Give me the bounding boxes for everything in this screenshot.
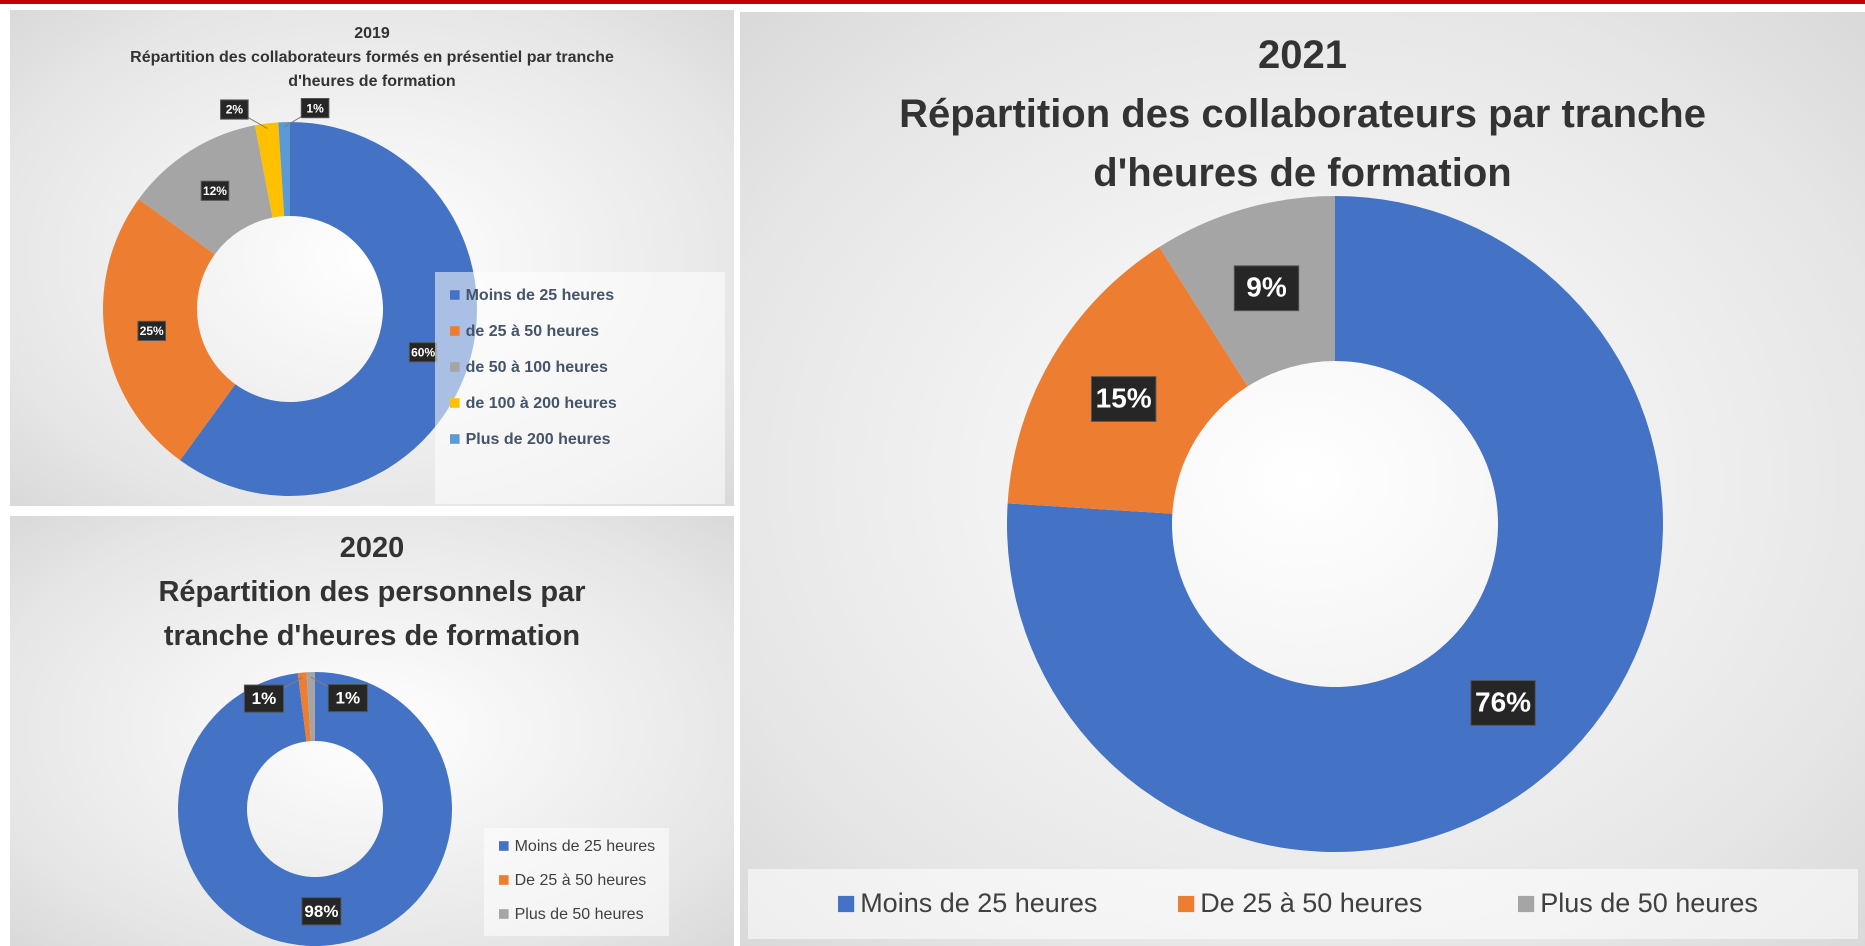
data-label-box (300, 97, 330, 119)
donut-slice (103, 199, 236, 461)
legend-swatch (450, 290, 460, 300)
data-label: 15% (1096, 382, 1152, 413)
chart-title: 2020 (339, 532, 405, 564)
legend-swatch (838, 895, 855, 913)
chart: 76% 15% 9% Moins de 25 heures De 25 à 50 heu… (748, 196, 1858, 939)
donut-slice (254, 122, 285, 218)
legend-box (484, 828, 669, 936)
panel-2019: 2019 Répartition des collaborateurs form… (10, 10, 734, 506)
legend-label: Moins de 25 heures (466, 287, 615, 304)
legend-swatch (450, 434, 460, 444)
data-label: 9% (1246, 272, 1287, 303)
chart-subtitle: Répartition des personnels par tranche d… (158, 576, 586, 652)
legend-label: de 25 à 50 heures (466, 323, 600, 340)
data-label: 2% (226, 103, 244, 117)
donut-slice (180, 122, 477, 496)
data-label-box (137, 320, 167, 342)
data-label: 60% (411, 345, 435, 359)
data-label-box (1090, 376, 1157, 422)
data-label-box (243, 684, 285, 713)
legend-swatch (499, 875, 509, 885)
legend-swatch (450, 398, 460, 408)
donut-slice (306, 672, 315, 742)
donut-slice (297, 672, 311, 742)
data-label: 76% (1475, 686, 1531, 717)
chart-subtitle: Répartition des collaborateurs par tranc… (899, 92, 1706, 195)
legend-label: Moins de 25 heures (515, 838, 656, 855)
chart-title: 2019 (354, 25, 390, 42)
chart-title: 2021 (1258, 33, 1347, 77)
data-label: 25% (140, 324, 164, 338)
legend-box (435, 272, 725, 504)
panel-2020: 2020 Répartition des personnels par tran… (10, 516, 734, 946)
data-label: 1% (306, 101, 324, 115)
panel-2021: 2021 Répartition des collaborateurs par … (740, 12, 1865, 946)
legend-label: Plus de 50 heures (515, 906, 644, 923)
donut-slice (178, 672, 452, 946)
chart-subtitle: Répartition des collaborateurs formés en… (130, 49, 614, 90)
legend-label: De 25 à 50 heures (515, 872, 647, 889)
legend-swatch (499, 841, 509, 851)
legend-swatch (450, 362, 460, 372)
legend-label: Plus de 200 heures (466, 431, 611, 448)
donut-slice (278, 122, 290, 217)
legend-box (748, 869, 1858, 939)
data-label-box (220, 99, 249, 120)
data-label-box (1233, 265, 1300, 312)
chart: 60% 25% 12% 2% 1% Moins de 25 heures de 25 à 5… (103, 97, 725, 504)
data-label-box (327, 683, 368, 713)
data-label: 1% (336, 689, 361, 708)
legend-swatch (1518, 895, 1535, 913)
legend-label: Plus de 50 heures (1540, 888, 1758, 918)
data-label-box (1470, 680, 1536, 726)
legend-swatch (499, 909, 509, 919)
data-label: 1% (252, 689, 277, 708)
legend-swatch (1178, 895, 1195, 913)
legend-label: Moins de 25 heures (860, 888, 1097, 918)
legend-label: de 100 à 200 heures (466, 395, 617, 412)
legend-label: De 25 à 50 heures (1200, 888, 1422, 918)
chart: 98% 1% 1% Moins de 25 heures De 25 à 50 heur… (178, 672, 669, 946)
legend-label: de 50 à 100 heures (466, 359, 608, 376)
legend-swatch (450, 326, 460, 336)
data-label-box (301, 897, 342, 926)
data-label-box (200, 180, 230, 201)
data-label: 98% (304, 902, 338, 921)
top-rule (0, 0, 1865, 4)
data-label: 12% (203, 184, 227, 198)
